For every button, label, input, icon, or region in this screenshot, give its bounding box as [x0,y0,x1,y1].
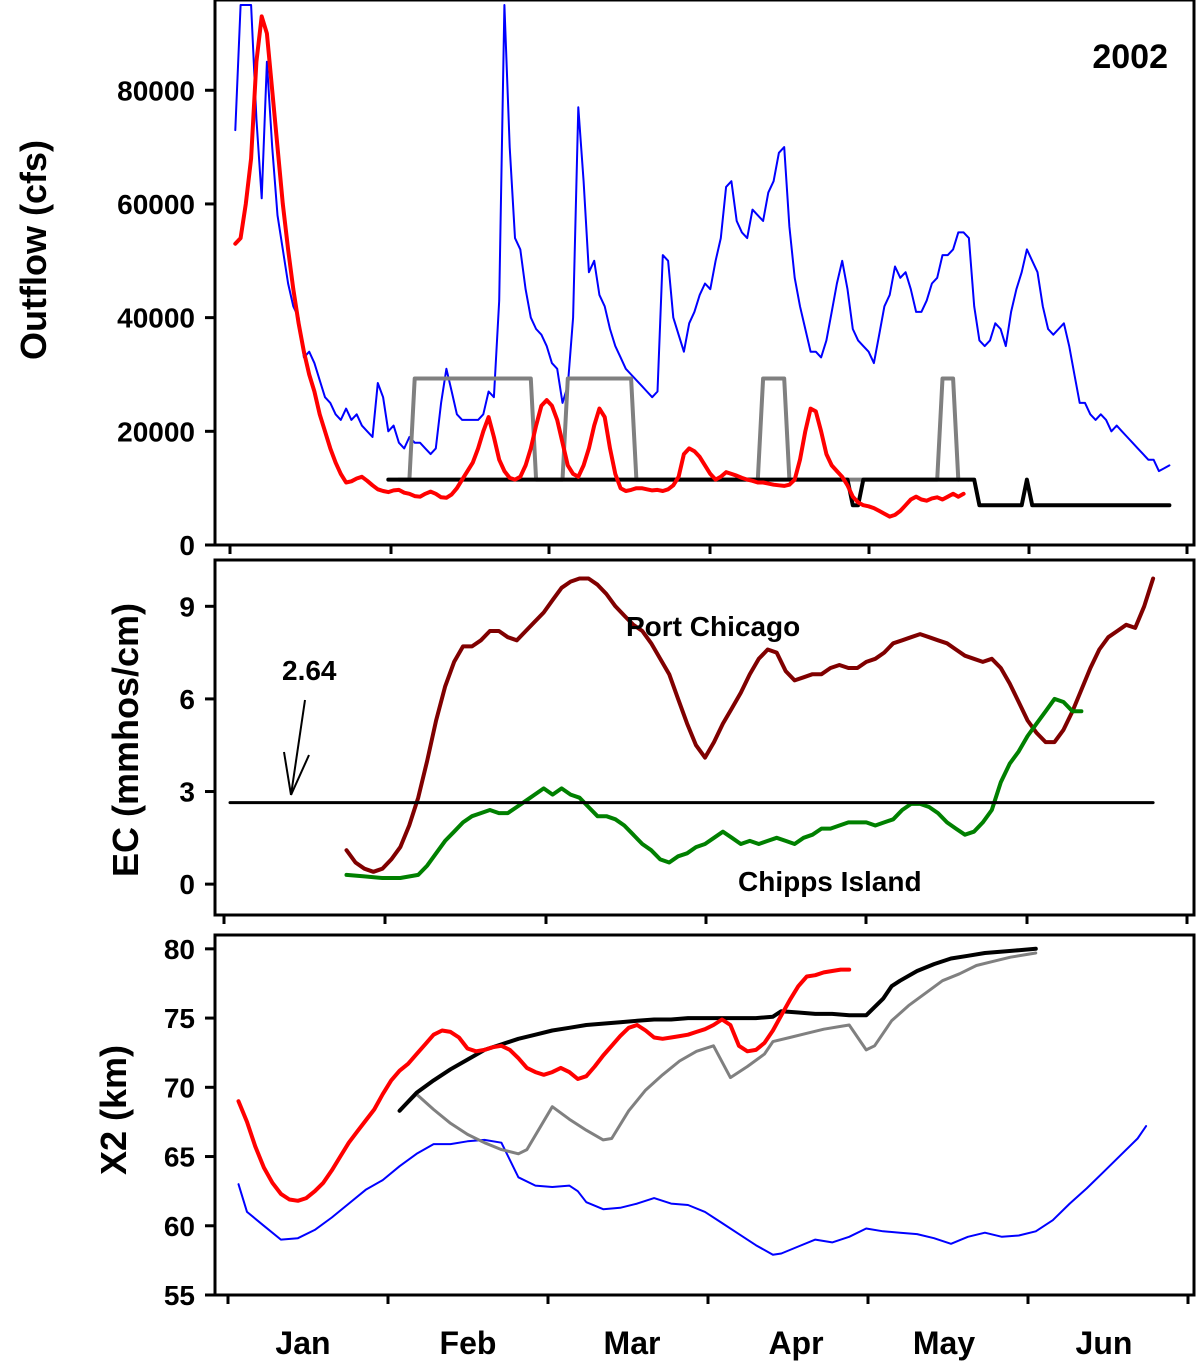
y-tick-label: 65 [164,1142,195,1173]
y-tick-label: 0 [179,869,195,900]
panel-outflow: 0 20000 40000 60000 80000 [117,0,1196,561]
line-x2-series-2 [397,946,1038,1113]
ec-threshold-label: 2.64 [282,655,337,686]
x-tick-label-feb: Feb [440,1325,497,1361]
line-x2-series-3 [236,967,852,1203]
line-outflow-series-3 [233,14,966,519]
ec-threshold-arrow [283,699,310,796]
y-tick-label: 3 [179,777,195,808]
panel-ec: 0 3 6 9 [179,558,1196,924]
y-axis-title-x2: X2 (km) [93,1045,134,1175]
port-chicago-label: Port Chicago [626,611,800,642]
line-x2-series-0 [237,1125,1148,1256]
y-tick-label: 80 [164,934,195,965]
y-tick-label: 40000 [117,303,195,334]
line-x2-series-1 [398,951,1038,1156]
y-tick-label: 9 [179,591,195,622]
y-tick-label: 75 [164,1003,195,1034]
panel-x2: 55 60 65 70 75 80 Jan Feb Mar Apr May Jun [164,933,1196,1361]
panel-frame [213,0,1196,547]
x-tick-label-jan: Jan [275,1325,330,1361]
chipps-island-label: Chipps Island [738,866,922,897]
y-tick-label: 55 [164,1280,195,1311]
series-group [228,576,1156,880]
y-axis-title-ec: EC (mmhos/cm) [105,603,146,877]
x-tick-label-apr: Apr [768,1325,823,1361]
series-group [233,4,1172,519]
x-tick-label-jun: Jun [1076,1325,1133,1361]
x-tick-label-mar: Mar [604,1325,661,1361]
y-tick-label: 70 [164,1072,195,1103]
y-tick-label: 6 [179,684,195,715]
y-tick-label: 60000 [117,189,195,220]
x-tick-label-may: May [913,1325,975,1361]
line-ec-port-chicago [344,576,1156,874]
line-ec-chipps-island [344,696,1084,880]
y-tick-label: 80000 [117,75,195,106]
year-label: 2002 [1092,38,1168,76]
y-axis-title-outflow: Outflow (cfs) [13,140,54,360]
y-tick-label: 60 [164,1211,195,1242]
panel-frame [213,933,1196,1297]
y-tick-label: 0 [179,530,195,561]
y-tick-label: 20000 [117,416,195,447]
series-group [236,946,1148,1256]
line-outflow-series-0 [234,4,1171,473]
